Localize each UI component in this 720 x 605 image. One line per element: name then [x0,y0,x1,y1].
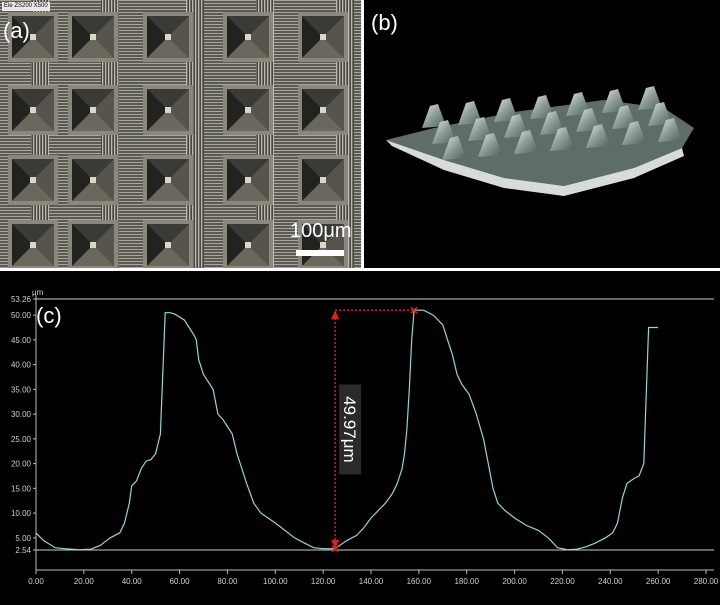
scale-bar [296,250,344,256]
pyramid-cell [298,155,348,205]
y-tick-label: 40.00 [11,361,32,370]
pyramid-cell [143,220,193,268]
pyramid-cell [298,85,348,135]
y-tick-label: 25.00 [11,435,32,444]
pyramid-cell [223,155,273,205]
pyramid-cell [143,12,193,62]
pyramid-cell [223,12,273,62]
marker-high-cross [410,306,418,314]
measure-label-box [339,384,362,475]
pyramid-cell [8,220,58,268]
surface-bump [586,124,610,148]
pyramid-cell [8,85,58,135]
marker-low-cross [331,545,339,553]
surface-3d-panel: (b) [364,0,720,268]
pyramid-cell [68,155,118,205]
surface-bump [658,118,682,142]
pyramid-cell [223,220,273,268]
measure-arrow-up [331,310,340,320]
surface-bump [442,136,466,160]
pyramid-cell [8,155,58,205]
x-tick-label: 160.00 [407,577,432,586]
surface-bump [550,127,574,151]
y-tick-label: 10.00 [11,509,32,518]
x-tick-label: 100.00 [263,577,288,586]
panel-label-b: (b) [371,10,398,35]
micrograph-panel: Ele ZS200 X500 (a) 100μm [0,0,361,268]
measure-value-label: 49.97μm [340,396,359,463]
measure-arrow-down [331,539,340,549]
pyramid-cell [143,85,193,135]
profile-chart: μm 53.26 50.00 45.00 40.00 35.00 30.00 25.00 20… [11,288,719,586]
pyramid-cell [223,85,273,135]
surface-3d-image [386,86,694,196]
pyramid-cell [68,220,118,268]
x-tick-label: 0.00 [28,577,44,586]
y-unit-label: μm [32,288,44,297]
y-tick-label: 30.00 [11,410,32,419]
profile-series-line [35,309,659,551]
pyramid-cell [68,12,118,62]
x-tick-label: 60.00 [170,577,191,586]
surface-bump [478,133,502,157]
y-tick-label: 15.00 [11,484,32,493]
x-tick-label: 180.00 [454,577,479,586]
y-tick-label: 5.00 [15,534,31,543]
surface-bump [622,121,646,145]
x-tick-label: 40.00 [122,577,143,586]
x-tick-label: 240.00 [598,577,623,586]
x-tick-label: 260.00 [646,577,671,586]
x-tick-label: 120.00 [311,577,336,586]
y-tick-label: 50.00 [11,311,32,320]
y-tick-label: 2.54 [15,546,31,555]
y-tick-label: 53.26 [11,295,32,304]
micrograph-image [0,0,361,268]
y-tick-label: 45.00 [11,336,32,345]
profile-chart-panel: μm 53.26 50.00 45.00 40.00 35.00 30.00 25.00 20… [0,271,720,605]
x-tick-label: 280.00 [694,577,719,586]
x-tick-label: 220.00 [550,577,575,586]
panel-label-a: (a) [3,18,30,43]
panel-label-c: (c) [36,303,62,328]
x-tick-label: 140.00 [359,577,384,586]
y-tick-label: 20.00 [11,460,32,469]
surface-bump [514,130,538,154]
microscope-info-tag: Ele ZS200 X500 [2,2,50,11]
x-tick-label: 80.00 [217,577,238,586]
y-tick-label: 35.00 [11,385,32,394]
scale-bar-label: 100μm [290,220,352,242]
pyramid-cell [8,12,58,62]
pyramid-cell [298,12,348,62]
pyramid-cell [143,155,193,205]
x-tick-label: 20.00 [74,577,95,586]
pyramid-cell [68,85,118,135]
x-tick-label: 200.00 [502,577,527,586]
